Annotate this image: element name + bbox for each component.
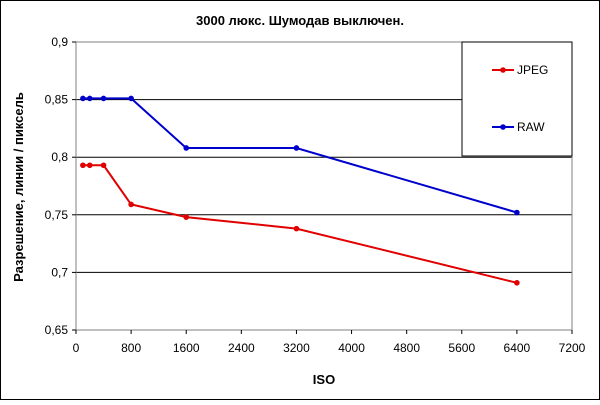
x-axis: 0 800 1600 2400 3200 4000 4800 5600 6400 7200: [73, 330, 586, 355]
legend-marker-raw: [500, 124, 506, 130]
data-point-jpeg: [128, 201, 134, 208]
y-tick-label: 0,8: [51, 150, 68, 164]
data-point-jpeg: [100, 162, 107, 169]
y-tick-label: 0,75: [45, 208, 69, 222]
data-point-raw: [514, 209, 520, 216]
chart-title: 3000 люкс. Шумодав выключен.: [196, 13, 404, 28]
legend-box: [461, 41, 573, 157]
data-point-raw: [80, 95, 86, 102]
x-tick-label: 2400: [228, 341, 255, 355]
data-point-raw: [86, 95, 93, 102]
legend-item-raw: RAW: [492, 120, 545, 134]
x-tick-label: 7200: [559, 341, 586, 355]
data-point-raw: [128, 95, 134, 102]
plot-area: [75, 41, 573, 331]
x-tick-label: 1600: [173, 341, 200, 355]
data-point-raw: [183, 145, 190, 151]
series-jpeg: [80, 162, 520, 286]
series-raw: [80, 95, 520, 216]
data-point-raw: [293, 145, 300, 151]
y-axis: 0,65 0,7 0,75 0,8 0,85 0,9: [45, 35, 76, 337]
data-point-jpeg: [514, 279, 520, 286]
data-point-raw: [100, 95, 107, 102]
series-layer: [80, 95, 520, 286]
legend-item-jpeg: JPEG: [492, 63, 548, 77]
data-point-jpeg: [293, 225, 300, 232]
y-tick-label: 0,65: [45, 323, 69, 337]
y-tick-label: 0,85: [45, 93, 69, 107]
y-tick-label: 0,9: [51, 35, 68, 49]
x-tick-label: 0: [73, 341, 80, 355]
y-tick-label: 0,7: [51, 265, 68, 279]
data-point-jpeg: [86, 162, 93, 169]
legend-label-jpeg: JPEG: [517, 63, 548, 77]
x-tick-label: 6400: [504, 341, 531, 355]
legend: JPEG RAW: [461, 41, 573, 157]
legend-marker-jpeg: [500, 67, 506, 73]
x-tick-label: 4000: [338, 341, 365, 355]
y-axis-title: Разрешение, линии / пиксель: [11, 92, 26, 282]
data-point-jpeg: [183, 214, 190, 220]
x-tick-label: 4800: [393, 341, 420, 355]
data-point-jpeg: [80, 162, 86, 169]
x-axis-title: ISO: [313, 372, 335, 387]
legend-label-raw: RAW: [517, 120, 545, 134]
x-tick-label: 3200: [283, 341, 310, 355]
x-tick-label: 5600: [448, 341, 475, 355]
x-tick-label: 800: [121, 341, 141, 355]
